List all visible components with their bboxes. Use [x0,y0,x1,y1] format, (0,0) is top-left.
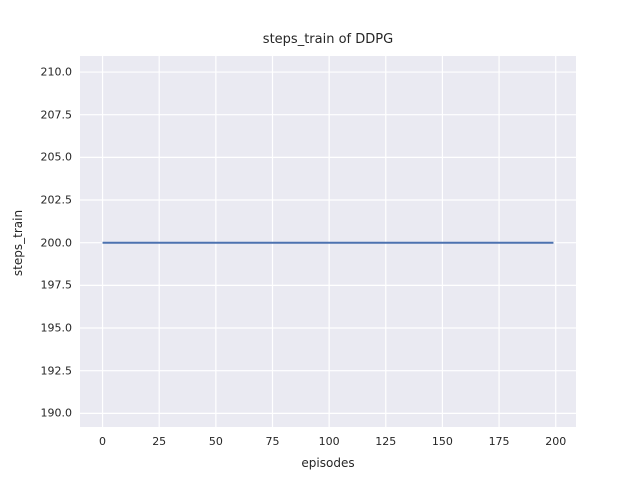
x-tick-label: 25 [152,435,167,448]
y-tick-label: 200.0 [40,236,73,250]
y-axis-label: steps_train [11,209,25,277]
x-tick-label: 100 [318,435,340,448]
x-tick-label: 200 [545,435,567,448]
y-tick-label: 197.5 [40,278,73,292]
y-tick-label: 207.5 [40,108,73,122]
y-tick-label: 205.0 [40,150,73,164]
x-tick-label: 0 [99,435,107,448]
x-axis-label: episodes [301,456,355,470]
y-tick-label: 210.0 [40,65,73,79]
plot-canvas [80,56,576,427]
plot-area [80,56,576,427]
y-tick-label: 192.5 [40,364,73,378]
chart-title: steps_train of DDPG [262,32,394,47]
x-tick-label: 50 [208,435,223,448]
y-tick-label: 202.5 [40,193,73,207]
x-tick-label: 75 [265,435,280,448]
x-tick-label: 175 [488,435,510,448]
x-tick-label: 150 [431,435,453,448]
y-tick-label: 190.0 [40,406,73,420]
x-tick-label: 125 [375,435,397,448]
y-tick-label: 195.0 [40,321,73,335]
